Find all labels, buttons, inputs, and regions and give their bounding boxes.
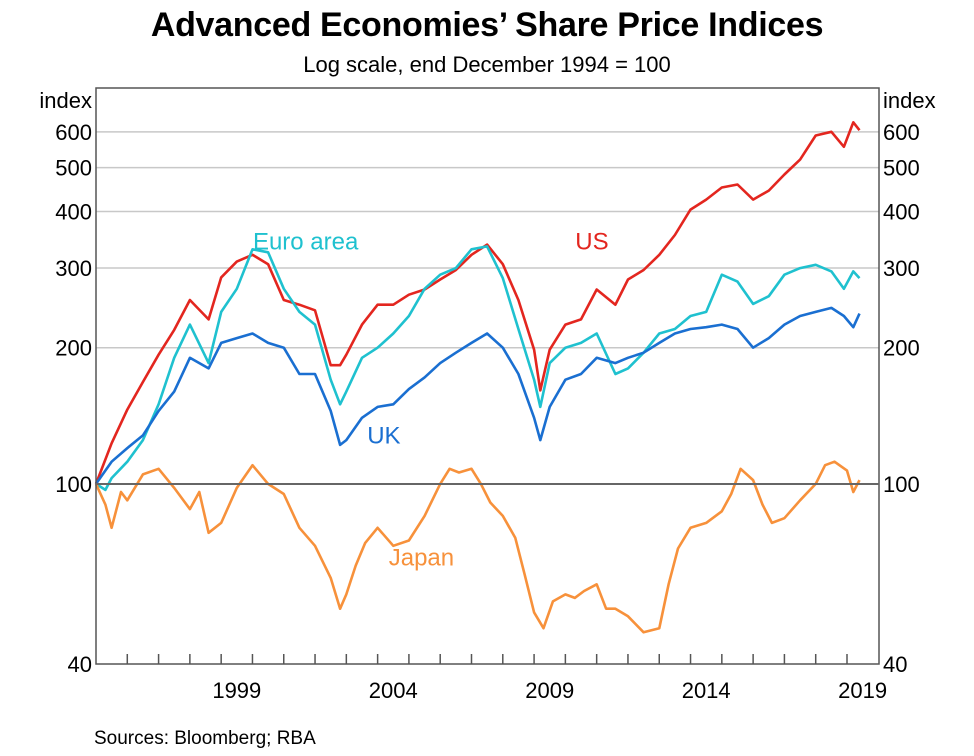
series-line-uk [94, 306, 861, 485]
series-label-japan: Japan [389, 545, 454, 572]
y-tick-label-left: 400 [55, 200, 92, 225]
y-tick-label-right: 40 [883, 652, 907, 677]
y-tick-label-right: 300 [883, 256, 920, 281]
gridlines [96, 131, 879, 349]
y-axis-label-right: index [883, 88, 936, 113]
x-axis-ticks [126, 654, 848, 664]
series-label-uk: UK [367, 422, 400, 449]
x-tick-label: 2009 [525, 678, 574, 703]
series-line-us [94, 121, 861, 485]
x-tick-label: 1999 [212, 678, 261, 703]
series-layer: US Euro area UK Japan [94, 121, 861, 634]
series-label-euro-area: Euro area [253, 228, 359, 255]
y-axis-label-left: index [39, 88, 92, 113]
y-tick-label-left: 100 [55, 472, 92, 497]
chart-title: Advanced Economies’ Share Price Indices [150, 6, 824, 44]
y-tick-label-right: 200 [883, 336, 920, 361]
y-tick-label-right: 600 [883, 120, 920, 145]
series-line-japan [94, 460, 861, 634]
y-tick-label-left: 600 [55, 120, 92, 145]
axis-labels: 40 40 100 100 200 200 300 300 400 400 500 500 600 600… [55, 120, 919, 703]
series-line-euro-area [95, 245, 861, 492]
y-tick-label-left: 300 [55, 256, 92, 281]
y-tick-label-left: 40 [68, 652, 92, 677]
y-tick-label-right: 400 [883, 200, 920, 225]
y-tick-label-right: 100 [883, 472, 920, 497]
x-tick-label: 2014 [682, 678, 731, 703]
source-note: Sources: Bloomberg; RBA [94, 728, 316, 749]
x-tick-label: 2004 [369, 678, 418, 703]
series-label-us: US [575, 228, 608, 255]
y-tick-label-left: 500 [55, 156, 92, 181]
y-tick-label-left: 200 [55, 336, 92, 361]
chart-subtitle: Log scale, end December 1994 = 100 [303, 52, 671, 77]
x-tick-label: 2019 [838, 678, 887, 703]
y-tick-label-right: 500 [883, 156, 920, 181]
plot-frame [95, 87, 880, 665]
